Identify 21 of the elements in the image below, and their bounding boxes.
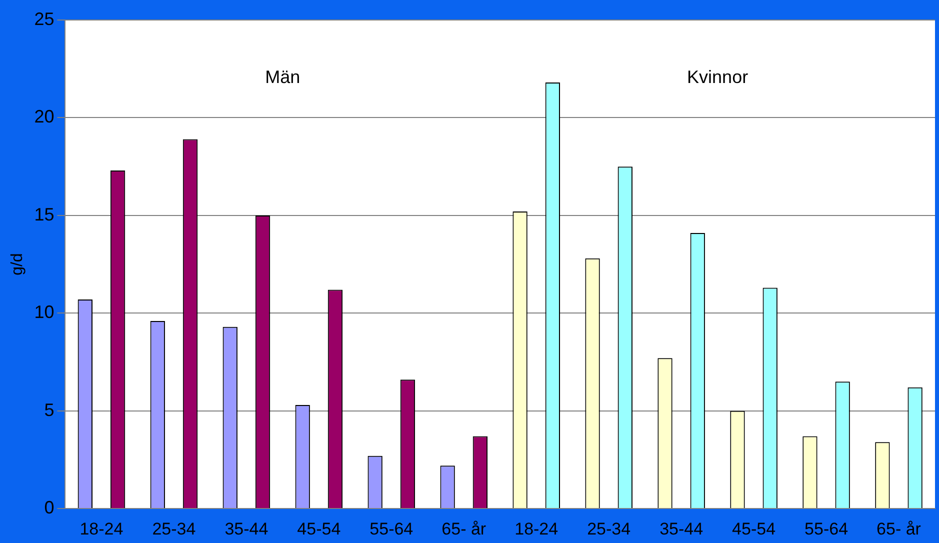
y-tick-label: 5 [44, 400, 54, 420]
x-tick-label: 25-34 [587, 519, 631, 538]
x-tick-label: 45-54 [732, 519, 776, 538]
x-tick-label: 35-44 [660, 519, 704, 538]
x-tick-label: 65- år [442, 519, 486, 538]
x-tick-label: 55-64 [370, 519, 414, 538]
x-tick-label: 18-24 [80, 519, 124, 538]
y-tick-label: 15 [34, 204, 54, 224]
x-tick-label: 55-64 [804, 519, 848, 538]
y-axis-title: g/d [9, 253, 26, 276]
y-tick-label: 0 [44, 498, 54, 518]
y-tick-label: 10 [34, 302, 54, 322]
y-tick-label: 20 [34, 106, 54, 127]
annotation: Kvinnor [687, 66, 748, 87]
x-tick-label: 35-44 [224, 519, 268, 538]
annotation: Män [265, 66, 300, 87]
x-tick-label: 65- år [876, 519, 922, 538]
y-tick-label: 25 [34, 8, 54, 29]
x-tick-label: 45-54 [297, 519, 341, 538]
x-tick-label: 18-24 [514, 519, 558, 538]
x-tick-label: 25-34 [152, 519, 196, 538]
